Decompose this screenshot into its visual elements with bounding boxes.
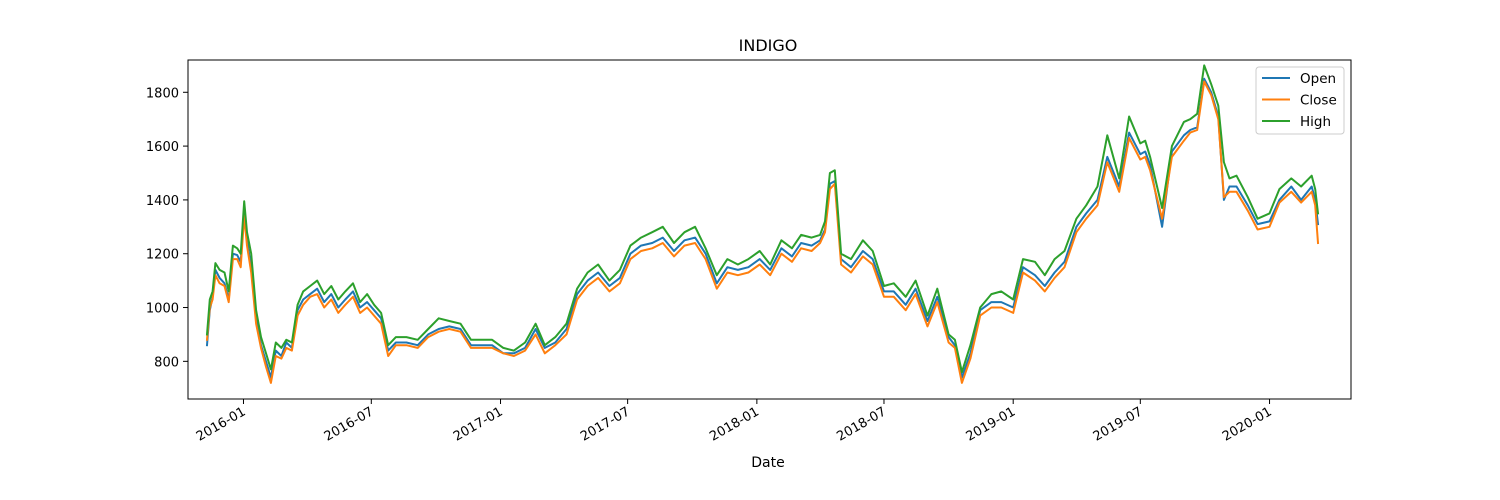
- series-line-close: [205, 80, 1320, 384]
- y-axis: 800 1000 1200 1400 1600 1800: [146, 86, 188, 370]
- legend-label-close: Close: [1300, 93, 1337, 109]
- legend-label-open: Open: [1300, 71, 1336, 87]
- y-tick-label: 1800: [146, 86, 179, 101]
- series-layer: [205, 64, 1320, 384]
- series-line-open: [205, 77, 1320, 379]
- plot-area: [187, 59, 1352, 400]
- series-line-high: [205, 64, 1320, 374]
- y-tick-label: 1400: [146, 194, 179, 209]
- y-tick-label: 1200: [146, 248, 179, 263]
- legend-frame: [1255, 66, 1345, 135]
- plot-frame: [187, 59, 1352, 400]
- y-tick-label: 1600: [146, 140, 179, 155]
- x-axis-title: Date: [751, 455, 784, 471]
- legend-label-high: High: [1300, 114, 1331, 130]
- legend-items: Open Close High: [1262, 71, 1337, 130]
- chart-title: INDIGO: [739, 36, 798, 55]
- legend: Open Close High: [1255, 66, 1345, 135]
- y-tick-label: 1000: [146, 302, 179, 317]
- y-tick-label: 800: [154, 355, 179, 370]
